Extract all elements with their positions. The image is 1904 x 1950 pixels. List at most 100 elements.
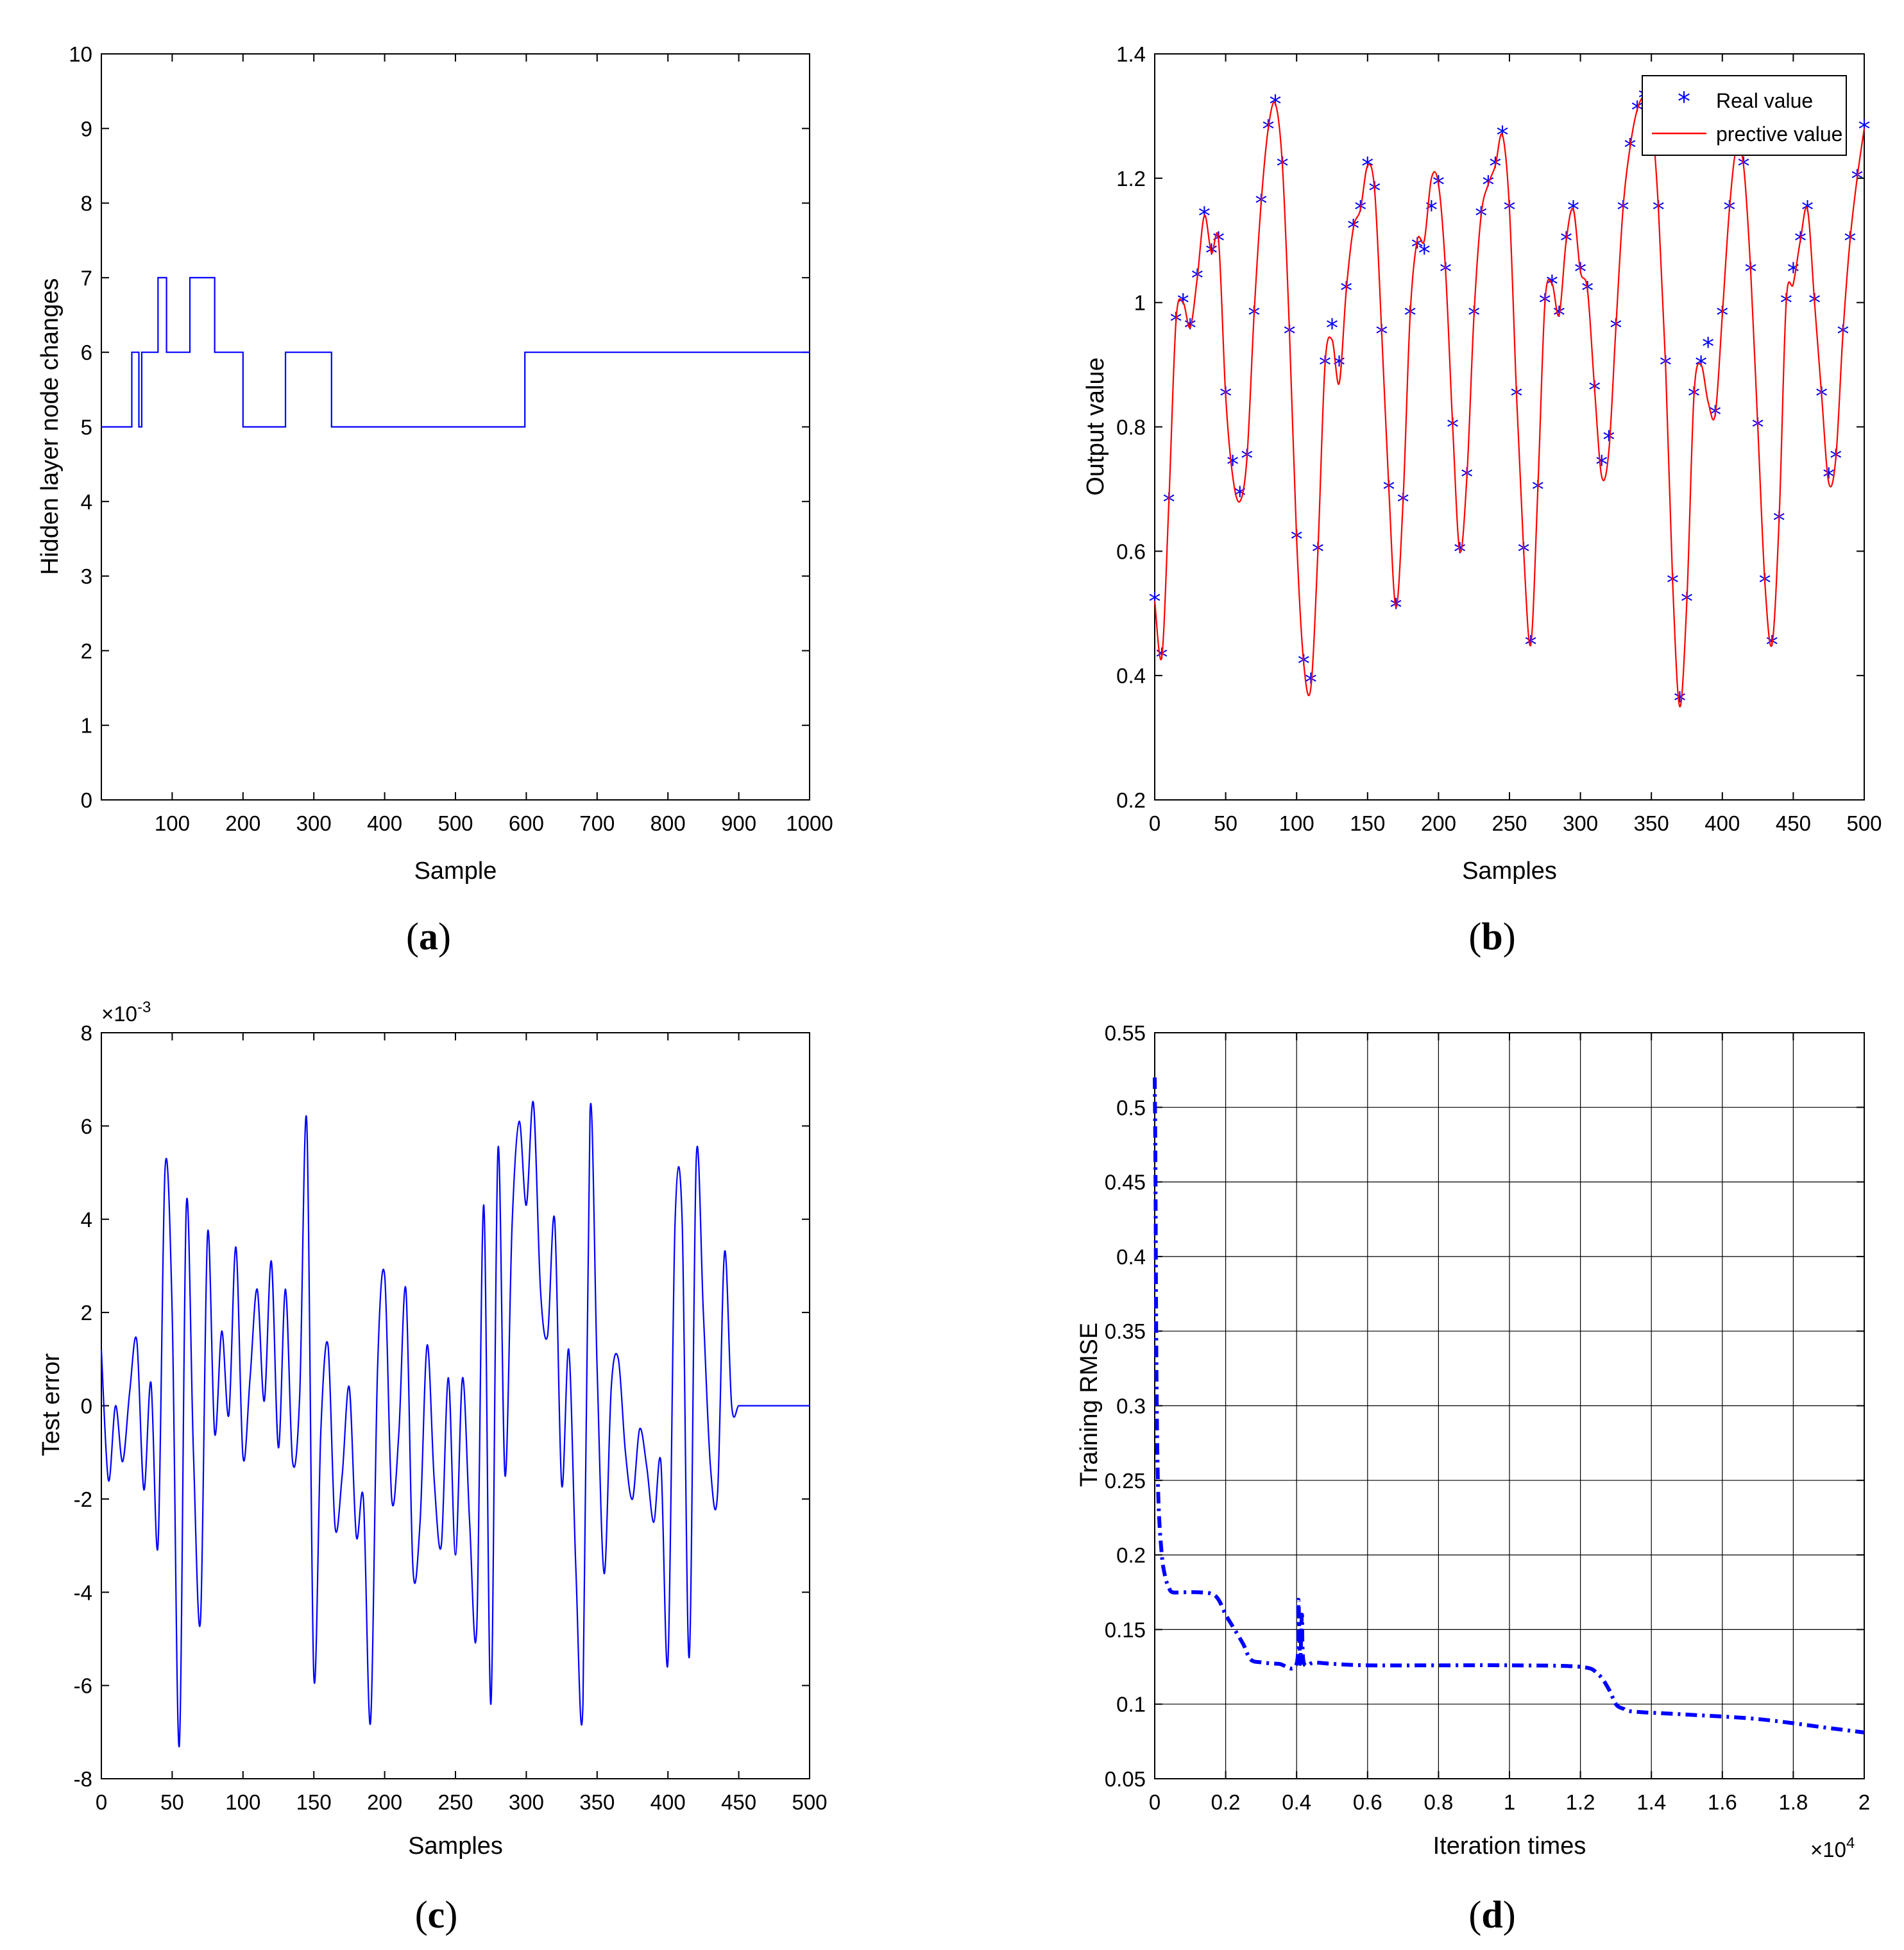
x-tick-label: 200	[367, 1790, 402, 1814]
series-line-a-0	[101, 276, 810, 428]
y-tick-label: 7	[81, 266, 92, 290]
x-tick-label: 150	[296, 1790, 332, 1814]
x-axis-label-d: Iteration times	[1433, 1833, 1586, 1860]
y-tick-label: 0.2	[1116, 1543, 1146, 1567]
x-ticks-c: 0 50 100 150 200 250 300 350 400 450 500	[96, 1033, 828, 1814]
y-tick-label: 0.4	[1116, 664, 1146, 688]
legend-marker-real: *	[1678, 87, 1690, 117]
plot-area-c: 0 50 100 150 200 250 300 350 400 450 500 -8-6-4-20…	[74, 1021, 828, 1814]
legend-label-real: Real value	[1716, 89, 1813, 112]
axes-box-b	[1154, 53, 1865, 801]
plot-area-d: 0 0.2 0.4 0.6 0.8 1 1.2 1.4 1.6 1.8 2 0.050.10.150…	[1105, 1021, 1870, 1814]
x-tick-label: 100	[225, 1790, 260, 1814]
x-tick-label: 100	[155, 811, 190, 835]
series-line-b-1	[1153, 96, 1866, 708]
x-tick-label: 1.4	[1636, 1790, 1666, 1814]
x-tick-label: 1000	[786, 811, 833, 835]
x-tick-label: 0.2	[1211, 1790, 1241, 1814]
series-line-d-0	[1153, 1077, 1865, 1734]
y-tick-label: 1.4	[1116, 42, 1146, 66]
x-tick-label: 200	[225, 811, 260, 835]
x-tick-label: 150	[1350, 811, 1385, 835]
panel-a: 100 200 300 400 500 600 700 800 900 1000 0 1 2 3 4 5 6 7…	[37, 42, 833, 958]
x-tick-label: 50	[1214, 811, 1237, 835]
data-point-real-value: *	[1702, 333, 1714, 361]
panel-letter-b: b	[1481, 915, 1502, 958]
x-tick-label: 400	[367, 811, 402, 835]
x-tick-label: 450	[1776, 811, 1811, 835]
y-tick-label: 0.45	[1105, 1171, 1146, 1194]
y-tick-label: 4	[81, 490, 92, 514]
x-tick-label: 450	[721, 1790, 756, 1814]
exponent-base-d: ×10	[1810, 1838, 1846, 1861]
x-ticks-a: 100 200 300 400 500 600 700 800 900 1000	[155, 54, 833, 835]
y-tick-label: 3	[81, 564, 92, 588]
y-tick-label: -4	[74, 1581, 92, 1604]
data-point-real-value: *	[1418, 239, 1431, 267]
y-tick-label: 2	[81, 1301, 92, 1325]
x-tick-label: 300	[296, 811, 332, 835]
y-tick-label: 0.1	[1116, 1693, 1146, 1717]
y-axis-label-d: Training RMSE	[1076, 1323, 1103, 1487]
series-line-c-0	[100, 1101, 810, 1748]
y-tick-label: 8	[81, 192, 92, 216]
data-point-real-value: *	[1602, 426, 1615, 454]
y-tick-label: 5	[81, 416, 92, 439]
x-tick-label: 200	[1421, 811, 1456, 835]
y-tick-label: 0	[81, 1395, 92, 1418]
y-ticks-d: 0.05 0.1 0.15 0.2 0.25 0.3 0.35 0.4 0.45 0.5 0.55	[1105, 1021, 1864, 1791]
panel-b: 0 50 100 150 200 250 300 350 400 450 500 0.2 0.4 0.6…	[1082, 42, 1882, 958]
x-tick-label: 1.6	[1708, 1790, 1737, 1814]
panel-label-a: (a)	[406, 915, 451, 958]
y-tick-label: 6	[81, 1114, 92, 1138]
y-axis-label-a: Hidden layer node changes	[37, 278, 64, 575]
x-tick-label: 500	[438, 811, 473, 835]
y-tick-label: 1	[1134, 291, 1146, 315]
series-a	[101, 276, 810, 428]
y-tick-label: 6	[81, 341, 92, 364]
x-tick-label: 0	[1149, 1790, 1160, 1814]
y-tick-label: 0.2	[1116, 788, 1146, 812]
x-ticks-b: 0 50 100 150 200 250 300 350 400 450 500	[1149, 54, 1882, 835]
y-tick-label: -8	[74, 1767, 92, 1791]
y-tick-label: 0.55	[1105, 1021, 1146, 1045]
data-point-real-value: *	[1674, 687, 1686, 715]
y-axis-label-c: Test error	[38, 1353, 65, 1456]
data-point-real-value: *	[1326, 314, 1338, 342]
x-tick-label: 500	[1846, 811, 1882, 835]
y-ticks-b: 0.2 0.4 0.6 0.8 1 1.2 1.4	[1116, 42, 1864, 812]
x-tick-label: 400	[650, 1790, 686, 1814]
y-tick-label: 0.3	[1116, 1395, 1146, 1418]
y-tick-label: 1.2	[1116, 167, 1146, 191]
y-tick-label: 0.4	[1116, 1245, 1146, 1269]
panel-label-d: (d)	[1468, 1894, 1515, 1936]
y-ticks-c: -8 -6 -4 -2 0 2 4 6 8	[74, 1021, 810, 1791]
x-tick-label: 0.8	[1424, 1790, 1453, 1814]
y-ticks-a: 0 1 2 3 4 5 6 7 8 9 10	[69, 42, 810, 812]
axes-box-c	[101, 1032, 810, 1779]
x-tick-label: 300	[509, 1790, 544, 1814]
y-tick-label: 4	[81, 1208, 92, 1232]
x-tick-label: 350	[1634, 811, 1669, 835]
x-tick-label: 0	[96, 1790, 107, 1814]
y-tick-label: -6	[74, 1674, 92, 1698]
x-tick-label: 1	[1504, 1790, 1515, 1814]
panel-d: 0 0.2 0.4 0.6 0.8 1 1.2 1.4 1.6 1.8 2 0.050.10.150…	[1076, 1021, 1870, 1936]
series-c	[100, 1101, 810, 1748]
y-tick-label: 0.25	[1105, 1469, 1146, 1493]
x-tick-label: 2	[1858, 1790, 1870, 1814]
x-axis-label-a: Sample	[414, 858, 497, 885]
x-tick-label: 500	[792, 1790, 827, 1814]
x-tick-label: 900	[721, 811, 756, 835]
x-tick-label: 350	[579, 1790, 615, 1814]
legend-label-predicted: prective value	[1716, 123, 1842, 146]
x-tick-label: 1.8	[1778, 1790, 1808, 1814]
panel-label-c: (c)	[415, 1894, 458, 1936]
x-tick-label: 300	[1563, 811, 1598, 835]
x-tick-label: 0.4	[1282, 1790, 1311, 1814]
y-tick-label: 0.35	[1105, 1319, 1146, 1343]
y-tick-label: 8	[81, 1021, 92, 1045]
x-tick-label: 250	[438, 1790, 473, 1814]
series-b: ****************************************…	[1149, 84, 1871, 715]
